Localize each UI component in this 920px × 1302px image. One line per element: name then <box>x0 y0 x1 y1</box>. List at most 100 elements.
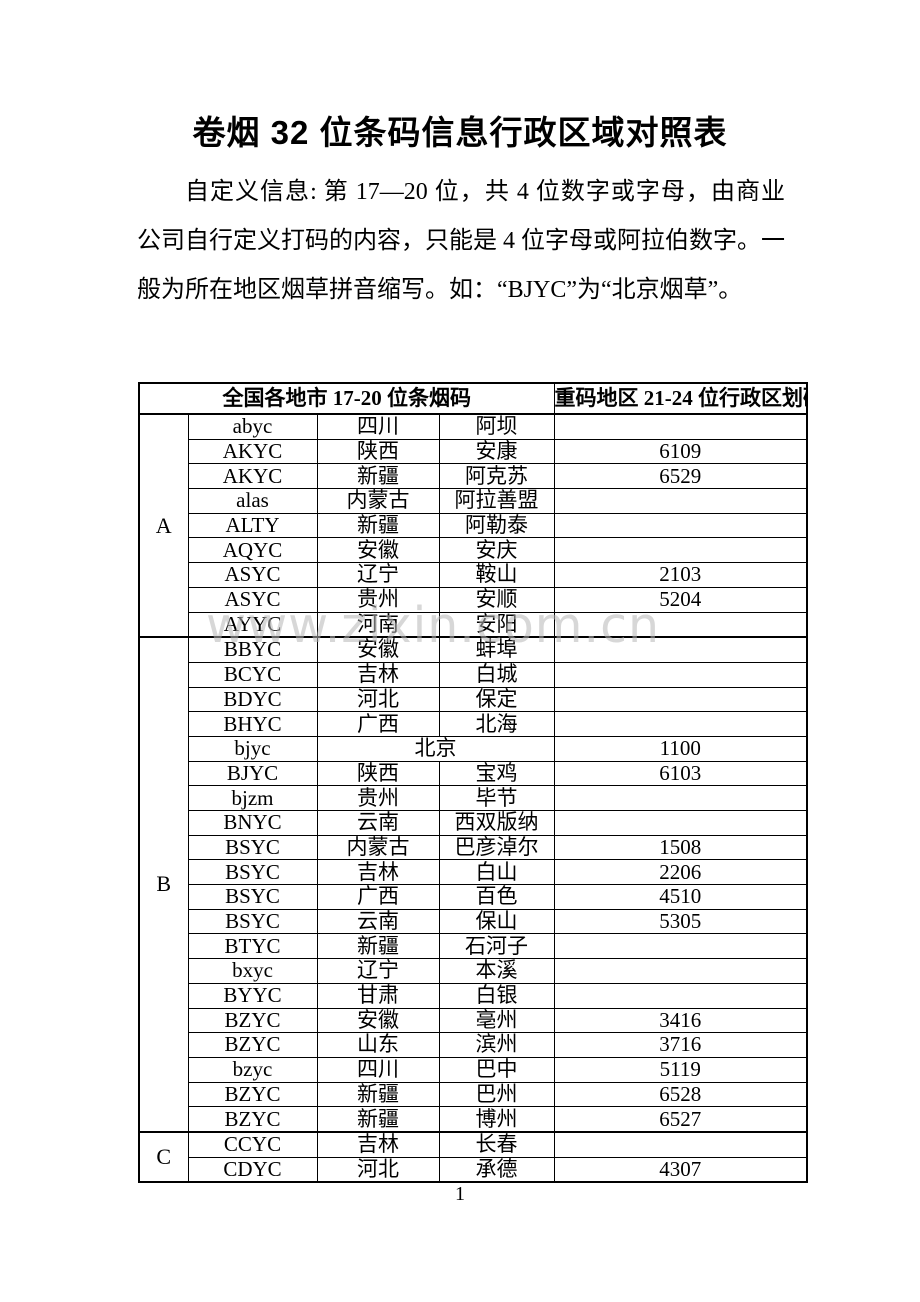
region-code-cell <box>553 537 808 564</box>
province-cell: 云南 <box>316 908 440 935</box>
code-cell: BJYC <box>187 760 318 787</box>
province-cell: 贵州 <box>316 586 440 613</box>
province-cell: 河南 <box>316 611 440 638</box>
province-cell: 山东 <box>316 1032 440 1058</box>
city-cell: 阿拉善盟 <box>438 488 555 514</box>
city-cell: 巴州 <box>438 1081 555 1108</box>
province-cell: 辽宁 <box>316 958 440 984</box>
province-cell: 河北 <box>316 686 440 713</box>
region-code-cell: 1100 <box>553 735 808 762</box>
province-cell: 甘肃 <box>316 982 440 1009</box>
code-cell: ASYC <box>187 586 318 613</box>
code-cell: BZYC <box>187 1007 318 1034</box>
code-cell: BBYC <box>187 636 318 663</box>
province-cell: 吉林 <box>316 661 440 688</box>
region-code-cell <box>553 412 808 440</box>
code-cell: BSYC <box>187 908 318 935</box>
region-code-cell <box>553 686 808 713</box>
table-row: BYYC 甘肃 白银 <box>139 982 808 1009</box>
province-cell: 陕西 <box>316 760 440 787</box>
city-cell: 长春 <box>438 1130 555 1158</box>
code-cell: alas <box>187 488 318 514</box>
city-cell: 巴彦淖尔 <box>438 834 555 861</box>
code-cell: BYYC <box>187 982 318 1009</box>
table-row: AQYC 安徽 安庆 <box>139 537 808 564</box>
region-code-cell <box>553 933 808 960</box>
province-cell: 河北 <box>316 1156 440 1183</box>
region-code-cell: 6109 <box>553 438 808 465</box>
region-code-cell: 5305 <box>553 908 808 935</box>
code-cell: BSYC <box>187 884 318 910</box>
table-row: B BBYC 安徽 蚌埠 <box>138 636 808 1133</box>
table-row: BZYC 新疆 博州 6527 <box>139 1106 808 1133</box>
code-cell: CCYC <box>187 1130 318 1158</box>
code-cell: AQYC <box>187 537 318 564</box>
table-row: BTYC 新疆 石河子 <box>139 933 808 960</box>
group-letter-cell: C <box>138 1130 189 1183</box>
province-cell: 内蒙古 <box>316 488 440 514</box>
code-cell: bxyc <box>187 958 318 984</box>
code-cell: BTYC <box>187 933 318 960</box>
region-code-cell <box>553 810 808 836</box>
intro-paragraph: 自定义信息: 第 17—20 位，共 4 位数字或字母，由商业公司自行定义打码的… <box>137 179 785 303</box>
table-row: BCYC 吉林 白城 <box>139 661 808 688</box>
province-cell: 陕西 <box>316 438 440 465</box>
region-code-cell: 1508 <box>553 834 808 861</box>
city-cell: 白山 <box>438 859 555 886</box>
province-cell: 云南 <box>316 810 440 836</box>
region-code-cell <box>553 785 808 811</box>
region-code-cell: 3716 <box>553 1032 808 1058</box>
table-row: alas 内蒙古 阿拉善盟 <box>139 488 808 514</box>
city-cell: 北海 <box>438 711 555 737</box>
province-cell: 安徽 <box>316 636 440 663</box>
region-code-cell <box>553 982 808 1009</box>
table-row: BSYC 云南 保山 5305 <box>139 908 808 935</box>
code-cell: BZYC <box>187 1081 318 1108</box>
city-cell: 毕节 <box>438 785 555 811</box>
city-cell: 本溪 <box>438 958 555 984</box>
code-cell: AKYC <box>187 438 318 465</box>
region-code-cell: 5204 <box>553 586 808 613</box>
province-cell: 贵州 <box>316 785 440 811</box>
code-cell: CDYC <box>187 1156 318 1183</box>
region-code-cell <box>553 661 808 688</box>
code-cell: AYYC <box>187 611 318 638</box>
group-letter-cell: B <box>138 636 189 1133</box>
code-cell: BCYC <box>187 661 318 688</box>
city-cell: 石河子 <box>438 933 555 960</box>
city-cell: 巴中 <box>438 1056 555 1083</box>
table-header-left: 全国各地市 17-20 位条烟码 <box>138 382 555 415</box>
city-cell: 亳州 <box>438 1007 555 1034</box>
code-cell: bzyc <box>187 1056 318 1083</box>
table-row: AYYC 河南 安阳 <box>139 611 808 638</box>
table-row: CDYC 河北 承德 4307 <box>139 1156 808 1183</box>
table-row: BDYC 河北 保定 <box>139 686 808 713</box>
city-cell: 蚌埠 <box>438 636 555 663</box>
region-code-cell: 2103 <box>553 562 808 588</box>
table-row: BHYC 广西 北海 <box>139 711 808 737</box>
region-code-cell: 6528 <box>553 1081 808 1108</box>
code-cell: BNYC <box>187 810 318 836</box>
table-header-row: 全国各地市 17-20 位条烟码 重码地区 21-24 位行政区划码 <box>138 382 808 415</box>
code-cell: BZYC <box>187 1106 318 1133</box>
code-cell: BDYC <box>187 686 318 713</box>
province-cell: 辽宁 <box>316 562 440 588</box>
code-cell: BHYC <box>187 711 318 737</box>
region-code-cell <box>553 1130 808 1158</box>
table-row: ASYC 辽宁 鞍山 2103 <box>139 562 808 588</box>
city-cell: 安康 <box>438 438 555 465</box>
table-row: ASYC 贵州 安顺 5204 <box>139 586 808 613</box>
code-cell: ALTY <box>187 512 318 539</box>
province-cell: 广西 <box>316 884 440 910</box>
group-letter-cell: A <box>138 412 189 638</box>
code-cell: ASYC <box>187 562 318 588</box>
region-code-cell <box>553 711 808 737</box>
table-row: BZYC 新疆 巴州 6528 <box>139 1081 808 1108</box>
city-cell: 鞍山 <box>438 562 555 588</box>
city-cell: 承德 <box>438 1156 555 1183</box>
table-row: ALTY 新疆 阿勒泰 <box>139 512 808 539</box>
table-header-right: 重码地区 21-24 位行政区划码 <box>553 382 808 415</box>
city-cell: 宝鸡 <box>438 760 555 787</box>
